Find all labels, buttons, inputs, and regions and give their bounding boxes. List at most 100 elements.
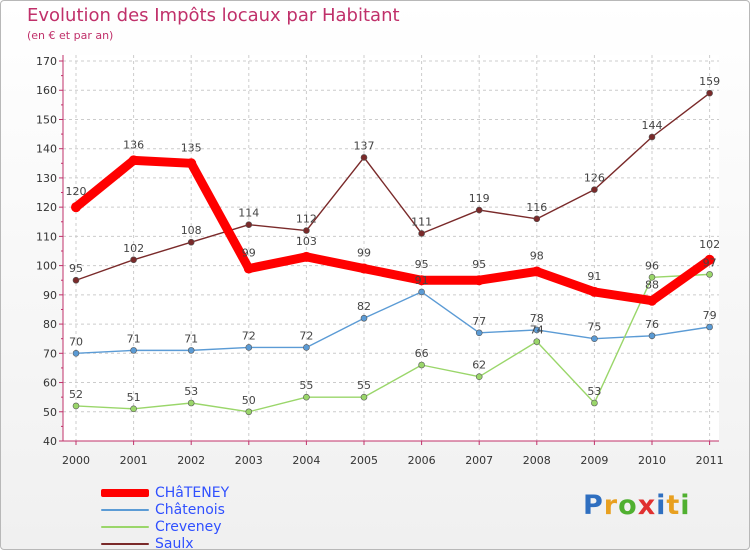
y-tick-label: 120 xyxy=(36,201,57,214)
data-label: 114 xyxy=(238,207,259,220)
logo-letter: P xyxy=(583,490,604,521)
y-tick-label: 40 xyxy=(43,435,57,448)
x-tick-label: 2000 xyxy=(62,454,90,467)
data-label: 71 xyxy=(184,332,198,345)
data-label: 74 xyxy=(530,324,544,337)
x-tick-label: 2009 xyxy=(580,454,608,467)
data-label: 126 xyxy=(584,172,605,185)
data-label: 53 xyxy=(587,385,601,398)
data-label: 55 xyxy=(357,379,371,392)
chart-title: Evolution des Impôts locaux par Habitant xyxy=(27,5,400,26)
data-point xyxy=(72,402,80,410)
data-point xyxy=(648,274,656,281)
plot-area xyxy=(63,55,719,441)
data-label: 72 xyxy=(242,329,256,342)
data-label: 137 xyxy=(354,139,375,152)
data-label: 136 xyxy=(123,138,144,151)
data-point xyxy=(130,405,137,413)
data-point xyxy=(706,271,713,278)
data-point xyxy=(474,275,485,286)
data-point xyxy=(591,186,598,193)
proxiti-logo: Proxiti xyxy=(583,490,691,521)
logo-letter: o xyxy=(618,490,638,521)
y-tick-label: 50 xyxy=(43,406,57,419)
data-label: 71 xyxy=(127,332,141,345)
data-point xyxy=(533,215,541,223)
y-tick-label: 80 xyxy=(43,318,57,331)
data-label: 53 xyxy=(184,385,198,398)
chart-subtitle: (en € et par an) xyxy=(27,29,114,42)
data-label: 79 xyxy=(703,309,717,322)
data-label: 135 xyxy=(181,141,202,154)
x-tick-label: 2003 xyxy=(235,454,263,467)
y-tick-label: 130 xyxy=(36,172,57,185)
logo-letter: r xyxy=(603,490,619,521)
data-point xyxy=(72,350,80,357)
data-point xyxy=(533,326,541,334)
data-point xyxy=(648,133,656,141)
data-label: 77 xyxy=(472,315,486,328)
data-label: 55 xyxy=(299,379,313,392)
x-tick-label: 2010 xyxy=(638,454,666,467)
data-label: 91 xyxy=(415,274,429,287)
legend-swatch xyxy=(101,509,149,511)
data-point xyxy=(360,314,368,322)
data-label: 99 xyxy=(242,247,256,260)
data-label: 159 xyxy=(699,75,720,88)
data-point xyxy=(589,286,600,297)
data-label: 95 xyxy=(415,258,429,271)
data-label: 111 xyxy=(411,215,432,228)
data-label: 120 xyxy=(66,185,87,198)
data-point xyxy=(706,323,713,331)
data-point xyxy=(360,393,368,401)
x-tick-label: 2002 xyxy=(177,454,205,467)
data-label: 98 xyxy=(530,249,544,262)
series-line xyxy=(75,273,711,413)
legend-swatch xyxy=(101,526,149,528)
legend-label: Saulx xyxy=(155,536,194,550)
x-tick-label: 2007 xyxy=(465,454,493,467)
data-label: 144 xyxy=(642,119,663,132)
data-label: 91 xyxy=(587,270,601,283)
data-point xyxy=(360,154,368,161)
data-label: 108 xyxy=(181,224,202,237)
data-point xyxy=(416,275,427,286)
data-point xyxy=(128,155,139,166)
legend-label: Châtenois xyxy=(155,502,225,518)
logo-letter: x xyxy=(637,490,657,521)
data-point xyxy=(71,202,81,213)
data-label: 50 xyxy=(242,394,256,407)
logo-letter: i xyxy=(656,490,667,521)
data-label: 95 xyxy=(472,258,486,271)
data-point xyxy=(418,288,425,296)
data-label: 119 xyxy=(469,192,490,205)
x-tick-label: 2006 xyxy=(408,454,436,467)
data-point xyxy=(187,347,195,354)
data-label: 102 xyxy=(123,242,144,255)
legend-label: CHâTENEY xyxy=(155,485,230,501)
series-line xyxy=(71,155,715,306)
y-tick-label: 110 xyxy=(36,230,57,243)
data-point xyxy=(647,295,657,306)
data-point xyxy=(303,227,310,234)
y-tick-label: 70 xyxy=(43,347,57,360)
data-point xyxy=(130,256,137,264)
data-point xyxy=(533,338,541,345)
data-label: 88 xyxy=(645,279,659,292)
data-point xyxy=(187,399,195,407)
data-point xyxy=(475,329,483,337)
data-label: 62 xyxy=(472,359,486,372)
data-point xyxy=(648,332,656,340)
data-label: 51 xyxy=(127,391,141,404)
legend-label: Creveney xyxy=(155,519,222,535)
data-label: 66 xyxy=(415,347,429,360)
data-label: 76 xyxy=(645,318,659,331)
data-point xyxy=(303,393,310,401)
data-point xyxy=(418,361,425,369)
data-label: 99 xyxy=(357,247,371,260)
data-point xyxy=(704,254,715,265)
data-label: 52 xyxy=(69,388,83,401)
data-point xyxy=(301,251,312,262)
data-point xyxy=(531,266,542,277)
